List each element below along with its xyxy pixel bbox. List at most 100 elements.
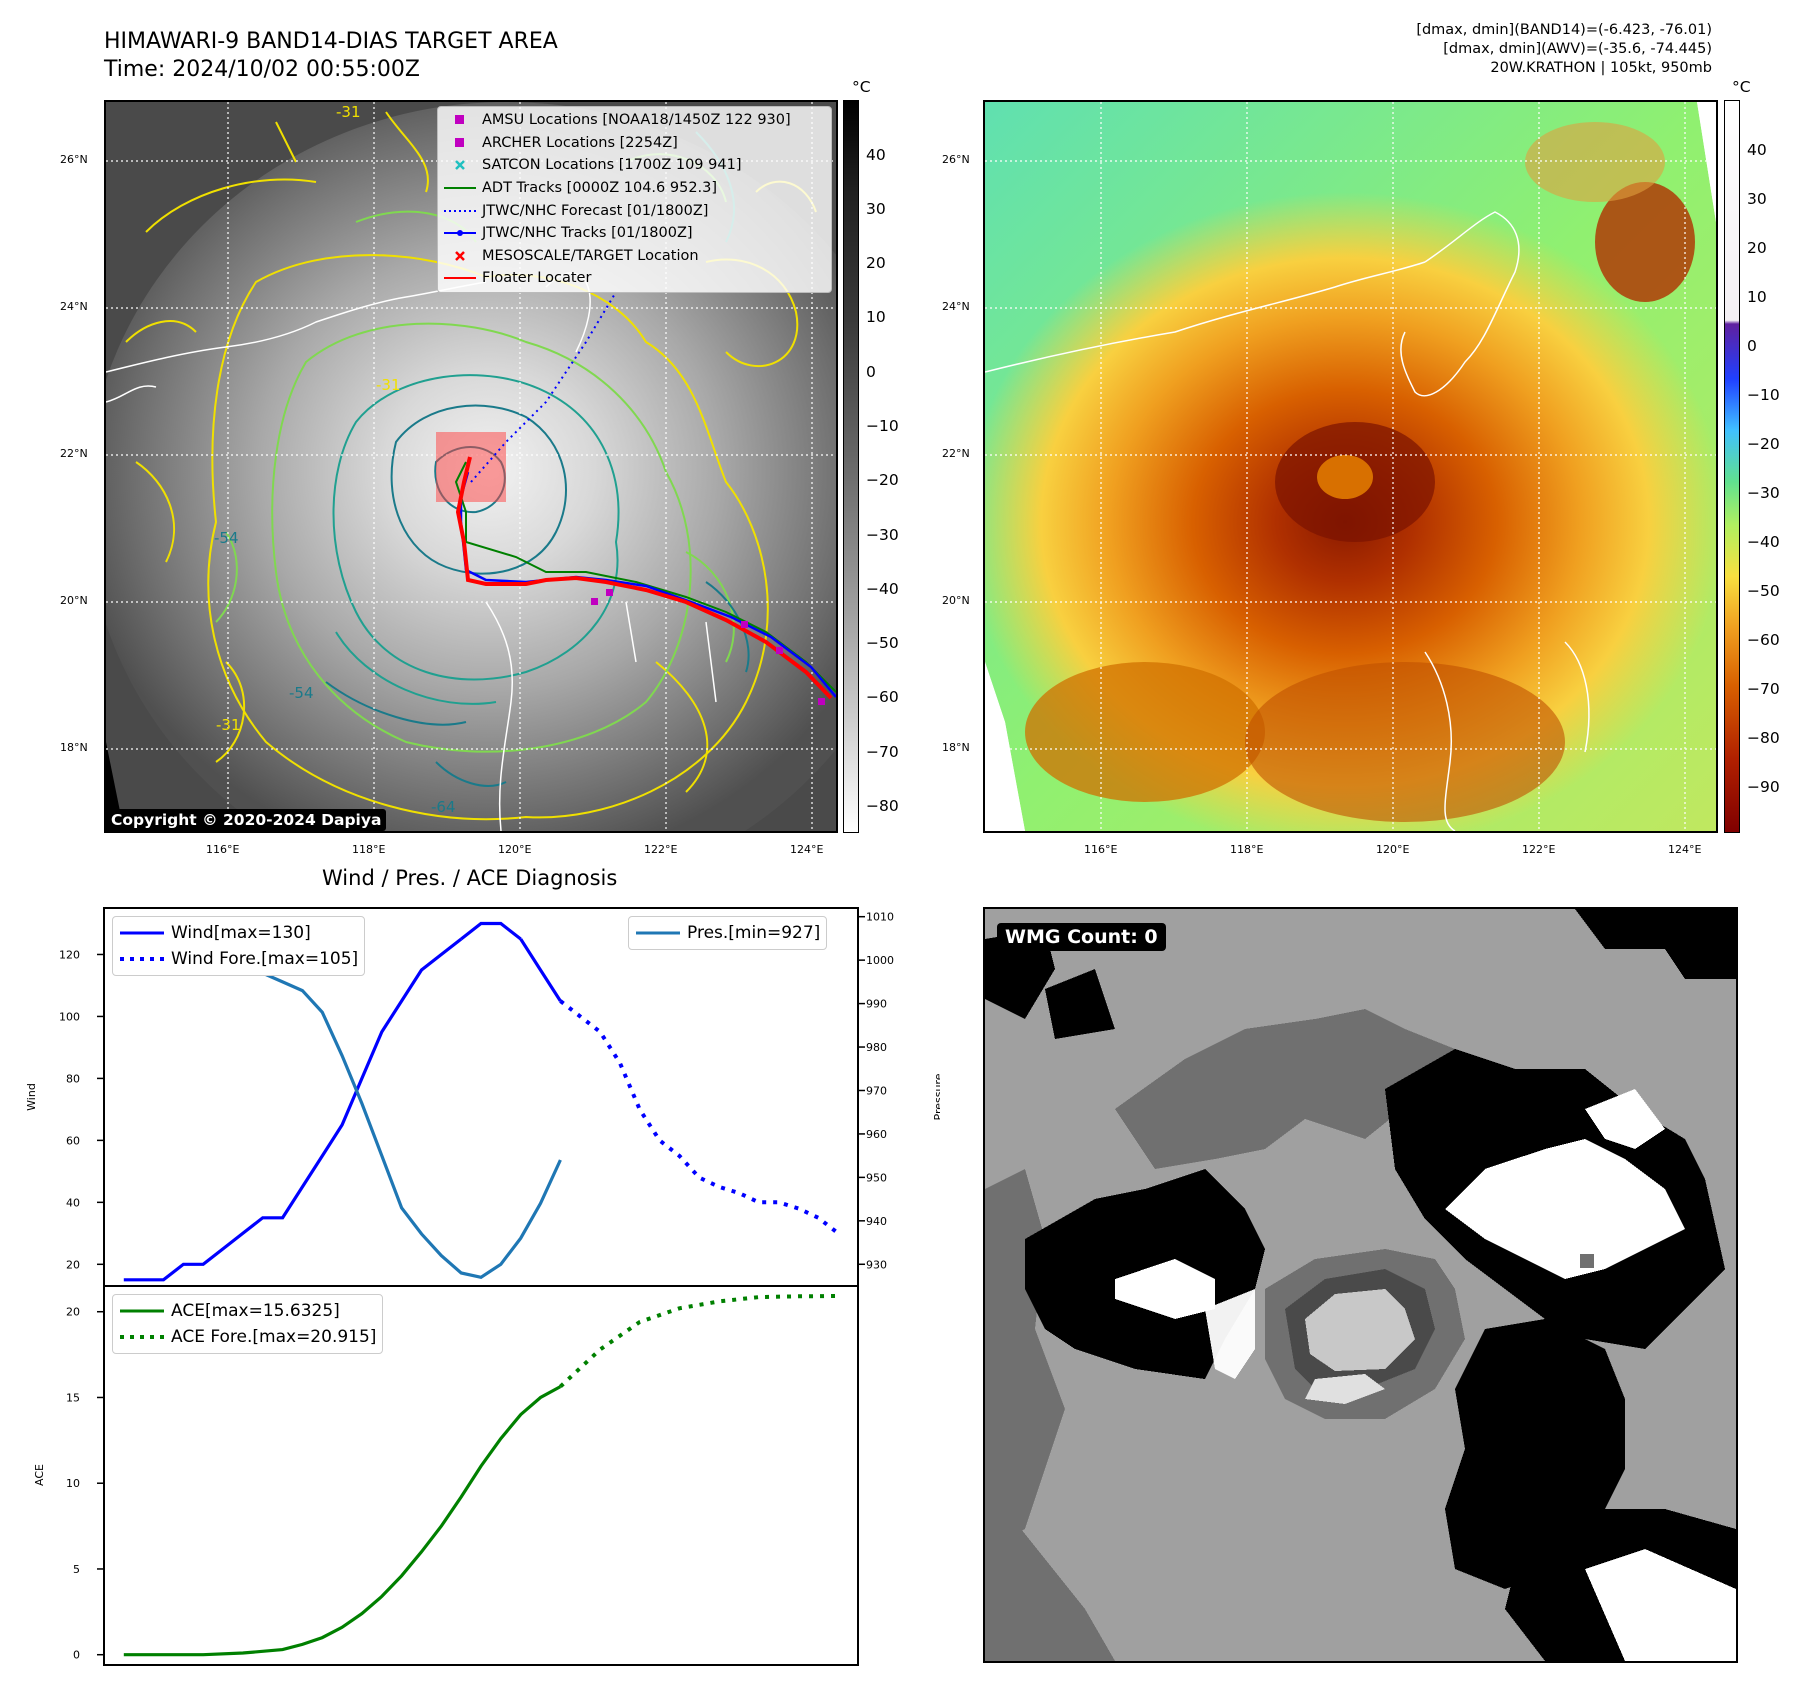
- colorbar-tick: −50: [866, 634, 899, 652]
- legend-item-ace-fore: ACE Fore.[max=20.915]: [120, 1327, 377, 1347]
- colorbar-tick: 0: [866, 363, 876, 381]
- contour-label: -31: [216, 716, 241, 734]
- series-line: [123, 923, 562, 1280]
- tick-label: 940: [866, 1215, 887, 1228]
- awv-map: [985, 102, 1716, 831]
- legend-item: Floater Locater: [444, 270, 592, 287]
- colorbar-tick: 20: [1747, 239, 1767, 257]
- pressure-ticks: 1010 1000 990 980 970 960 950 940 930: [858, 911, 894, 1271]
- colorbar-unit: °C: [852, 78, 871, 96]
- tick-label: 930: [866, 1258, 887, 1271]
- lat-label: 18°N: [60, 741, 88, 754]
- awv-colorbar: [1724, 100, 1740, 833]
- wind-legend: Wind[max=130] Wind Fore.[max=105]: [112, 916, 366, 976]
- legend-item: JTWC/NHC Forecast [01/1800Z]: [444, 202, 709, 219]
- tick-label: 15: [66, 1391, 80, 1404]
- wmg-image: [985, 909, 1736, 1661]
- colorbar-tick: −30: [1747, 484, 1780, 502]
- tick-label: 990: [866, 998, 887, 1011]
- lat-label: 20°N: [942, 594, 970, 607]
- lon-label: 116°E: [1084, 843, 1118, 856]
- colorbar-tick: −80: [866, 797, 899, 815]
- contour-label: -64: [431, 798, 456, 816]
- ir-map-panel: -54 -54 -31 -64 -31 -31 AMSU Locations […: [104, 100, 838, 833]
- ace-axis-title: ACE: [33, 1464, 46, 1486]
- tick-label: 80: [66, 1072, 80, 1085]
- adt-track: [454, 461, 836, 693]
- pressure-legend: Pres.[min=927]: [628, 916, 828, 950]
- tick-label: 40: [66, 1196, 80, 1209]
- legend-item: ARCHER Locations [2254Z]: [438, 132, 831, 155]
- series-line: [519, 938, 562, 1002]
- lat-label: 26°N: [942, 153, 970, 166]
- series-line: [559, 1294, 839, 1389]
- lon-label: 122°E: [1522, 843, 1556, 856]
- wmg-count-label: WMG Count: 0: [997, 923, 1166, 951]
- colorbar-tick: −70: [1747, 680, 1780, 698]
- tick-label: 950: [866, 1171, 887, 1184]
- legend-item-wind: Wind[max=130]: [120, 923, 311, 943]
- colorbar-tick: 30: [866, 200, 886, 218]
- legend-item: MESOSCALE/TARGET Location: [438, 245, 831, 268]
- series-line: [123, 1385, 562, 1657]
- colorbar-tick: −60: [1747, 631, 1780, 649]
- contour-label: -31: [336, 103, 361, 121]
- tick-label: 970: [866, 1084, 887, 1097]
- wind-series: [123, 921, 840, 1282]
- lat-label: 24°N: [60, 300, 88, 313]
- colorbar-tick: −40: [1747, 533, 1780, 551]
- contour-label: -54: [214, 529, 239, 547]
- copyright-label: Copyright © 2020-2024 Dapiya: [106, 809, 387, 831]
- series-line: [123, 937, 463, 1282]
- colorbar-tick: 30: [1747, 190, 1767, 208]
- tick-label: 10: [66, 1477, 80, 1490]
- ace-ticks: 20 15 10 5 0: [66, 1306, 104, 1662]
- tick-label: 120: [59, 948, 80, 961]
- amsu-markers: [591, 589, 825, 705]
- lat-label: 22°N: [60, 447, 88, 460]
- lon-label: 122°E: [644, 843, 678, 856]
- tick-label: 960: [866, 1128, 887, 1141]
- tick-label: 20: [66, 1306, 80, 1319]
- tick-label: 1010: [866, 911, 894, 924]
- ace-series: [123, 1294, 839, 1657]
- colorbar-tick: −10: [866, 417, 899, 435]
- colorbar-tick: −90: [1747, 778, 1780, 796]
- colorbar-tick: 10: [1747, 288, 1767, 306]
- header-info: [dmax, dmin](BAND14)=(-6.423, -76.01) [d…: [1416, 21, 1712, 78]
- lon-label: 124°E: [1668, 843, 1702, 856]
- band14-minmax: [dmax, dmin](BAND14)=(-6.423, -76.01): [1416, 22, 1712, 38]
- series-line: [460, 921, 522, 941]
- lat-label: 18°N: [942, 741, 970, 754]
- legend-item-wind-fore: Wind Fore.[max=105]: [120, 949, 359, 969]
- wind-ticks: 120 100 80 60 40 20: [59, 948, 104, 1271]
- colorbar-tick: −20: [866, 471, 899, 489]
- colorbar-tick: −40: [866, 580, 899, 598]
- colorbar-tick: 10: [866, 308, 886, 326]
- floater-track: [455, 456, 833, 700]
- diagnosis-title: Wind / Pres. / ACE Diagnosis: [322, 866, 618, 890]
- lon-label: 120°E: [498, 843, 532, 856]
- awv-gridlines: [985, 102, 1716, 831]
- colorbar-tick: −70: [866, 743, 899, 761]
- ace-legend: ACE[max=15.6325] ACE Fore.[max=20.915]: [112, 1294, 384, 1354]
- legend-item-ace: ACE[max=15.6325]: [120, 1301, 340, 1321]
- lon-label: 116°E: [206, 843, 240, 856]
- awv-minmax: [dmax, dmin](AWV)=(-35.6, -74.445): [1443, 41, 1712, 57]
- colorbar-tick: −20: [1747, 435, 1780, 453]
- title-line-2: Time: 2024/10/02 00:55:00Z: [104, 57, 420, 82]
- colorbar-tick: −10: [1747, 386, 1780, 404]
- legend-item-pressure: Pres.[min=927]: [636, 923, 821, 943]
- tick-label: 60: [66, 1134, 80, 1147]
- lon-label: 124°E: [790, 843, 824, 856]
- legend-item: ADT Tracks [0000Z 104.6 952.3]: [444, 180, 718, 197]
- legend-item: JTWC/NHC Tracks [01/1800Z]: [438, 222, 831, 245]
- pressure-axis-title: Pressure: [932, 1073, 940, 1120]
- tick-label: 1000: [866, 954, 894, 967]
- legend-item: AMSU Locations [NOAA18/1450Z 122 930]: [438, 109, 831, 132]
- colorbar-tick: −60: [866, 688, 899, 706]
- colorbar-tick: −30: [866, 526, 899, 544]
- series-line: [559, 999, 840, 1235]
- lat-label: 22°N: [942, 447, 970, 460]
